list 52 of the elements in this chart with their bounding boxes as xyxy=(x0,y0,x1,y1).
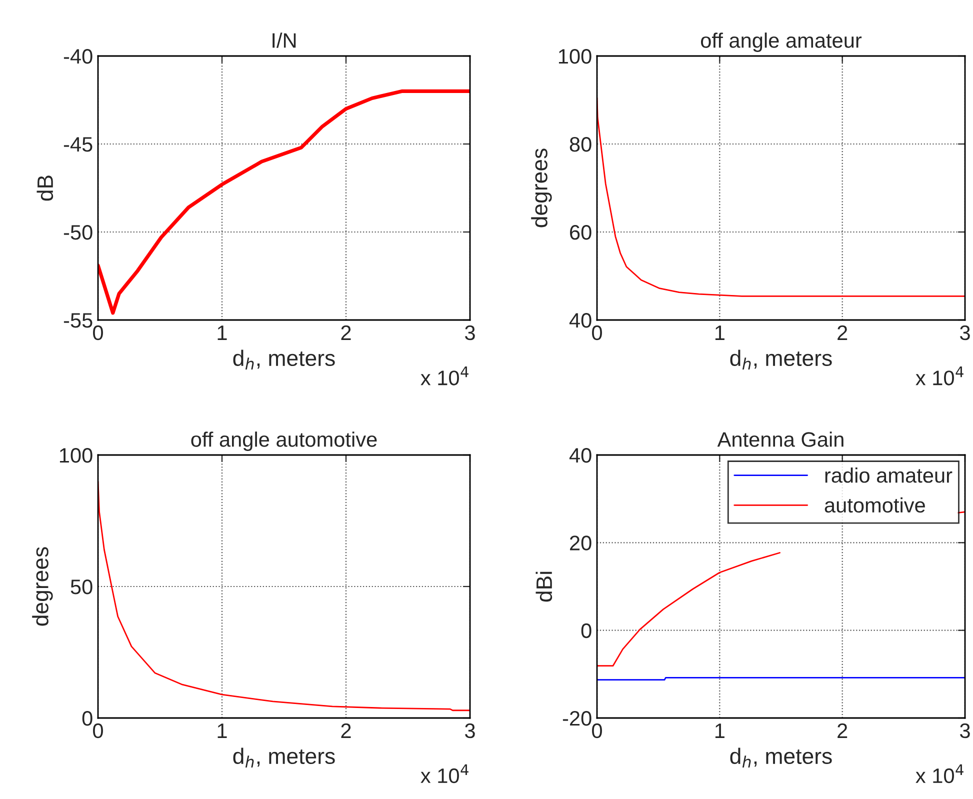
x-tick-label: 2 xyxy=(838,723,848,738)
x-tick-label: 0 xyxy=(592,325,602,340)
legend-label: radio amateur xyxy=(825,468,952,483)
text: x 10$^{4}$ xyxy=(420,764,468,784)
x-tick-label: 0 xyxy=(93,325,103,340)
legend-label: automotive xyxy=(824,497,925,513)
x-tick-label: 1 xyxy=(218,326,227,340)
x-tick-label: 2 xyxy=(341,723,351,738)
y-tick-label: 20 xyxy=(570,536,592,550)
x-axis-title: d$_{h}$, meters xyxy=(730,748,832,768)
x-tick-label: 3 xyxy=(960,723,970,738)
y-axis-title: dBi xyxy=(536,572,552,602)
x-axis-title: d$_{h}$, meters xyxy=(730,350,832,370)
x-axis-title: d$_{h}$, meters xyxy=(233,350,335,370)
y-tick-label: 60 xyxy=(570,225,592,240)
line-series xyxy=(98,89,470,315)
y-tick-label: 40 xyxy=(569,448,592,463)
text: x 10$^{4}$ xyxy=(420,366,468,386)
y-tick-label: 40 xyxy=(569,313,592,328)
x-tick-label: 0 xyxy=(93,723,103,738)
y-axis-title: degrees xyxy=(531,148,552,228)
y-tick-label: 50 xyxy=(70,580,92,594)
y-tick-label: 80 xyxy=(570,137,592,152)
x-tick-label: 3 xyxy=(960,325,970,340)
chart-title: off angle amateur xyxy=(700,32,862,52)
y-tick-label: -45 xyxy=(64,137,92,152)
line-series xyxy=(597,97,965,297)
x-tick-label: 1 xyxy=(715,724,724,738)
chart-title: I/N xyxy=(272,32,296,48)
chart-title: off angle automotive xyxy=(191,432,377,451)
text: x 10$^{4}$ xyxy=(916,764,964,784)
y-tick-label: -40 xyxy=(64,49,92,64)
y-tick-label: -50 xyxy=(64,225,92,240)
x-axis-title: d$_{h}$, meters xyxy=(233,748,335,768)
y-axis-title: dB xyxy=(36,176,54,201)
y-tick-label: -20 xyxy=(562,711,592,726)
x-tick-label: 1 xyxy=(218,724,227,738)
text: x 10$^{4}$ xyxy=(916,366,964,386)
x-tick-label: 3 xyxy=(465,325,475,340)
y-axis-title: degrees xyxy=(32,547,53,626)
x-tick-label: 1 xyxy=(715,326,724,340)
y-tick-label: 0 xyxy=(581,623,592,638)
y-tick-label: 100 xyxy=(558,49,592,64)
y-tick-label: -55 xyxy=(64,313,92,328)
x-tick-label: 3 xyxy=(465,723,475,738)
x-tick-label: 2 xyxy=(341,325,351,340)
x-tick-label: 0 xyxy=(592,723,602,738)
chart-title: Antenna Gain xyxy=(717,432,844,447)
y-tick-label: 0 xyxy=(82,711,92,726)
y-tick-label: 100 xyxy=(60,448,92,463)
line-series xyxy=(98,480,470,712)
x-tick-label: 2 xyxy=(838,325,848,340)
